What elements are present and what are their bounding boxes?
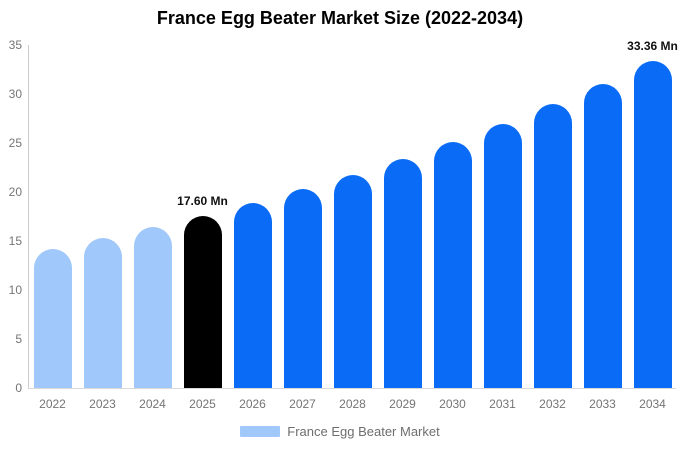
bar-2024 <box>133 227 172 388</box>
bar-value-label-2034: 33.36 Mn <box>627 39 678 54</box>
x-axis-label-2025: 2025 <box>189 397 216 411</box>
y-axis-tick-label: 5 <box>15 332 22 346</box>
x-axis-label-2033: 2033 <box>589 397 616 411</box>
bar-2027 <box>283 189 322 388</box>
y-axis-tick-label: 25 <box>8 136 22 150</box>
x-axis-label-2023: 2023 <box>89 397 116 411</box>
bar-2034 <box>633 61 672 388</box>
x-axis-label-2028: 2028 <box>339 397 366 411</box>
bar-2032 <box>533 104 572 388</box>
bar-2026 <box>233 202 272 388</box>
bar-2023 <box>83 238 122 388</box>
bar-2031 <box>483 123 522 388</box>
x-axis-label-2034: 2034 <box>639 397 666 411</box>
legend-swatch <box>240 426 281 437</box>
x-axis-line <box>28 388 676 389</box>
legend: France Egg Beater Market <box>0 424 680 439</box>
x-axis-label-2029: 2029 <box>389 397 416 411</box>
y-axis-tick-label: 10 <box>8 283 22 297</box>
y-axis-line <box>28 45 29 388</box>
legend-label: France Egg Beater Market <box>287 424 440 439</box>
x-axis-label-2022: 2022 <box>39 397 66 411</box>
bar-2022 <box>33 248 72 388</box>
bar-2029 <box>383 158 422 388</box>
y-axis-tick-label: 0 <box>15 381 22 395</box>
bar-value-label-2025: 17.60 Mn <box>177 193 228 208</box>
y-axis-tick-label: 15 <box>8 234 22 248</box>
bar-2028 <box>333 174 372 388</box>
y-axis-tick-label: 35 <box>8 38 22 52</box>
x-axis-label-2031: 2031 <box>489 397 516 411</box>
chart-title: France Egg Beater Market Size (2022-2034… <box>156 8 524 28</box>
y-axis-tick-label: 20 <box>8 185 22 199</box>
x-axis-label-2030: 2030 <box>439 397 466 411</box>
x-axis-label-2026: 2026 <box>239 397 266 411</box>
bar-2033 <box>583 83 622 388</box>
x-axis-label-2024: 2024 <box>139 397 166 411</box>
x-axis-label-2032: 2032 <box>539 397 566 411</box>
x-axis-label-2027: 2027 <box>289 397 316 411</box>
y-axis-tick-label: 30 <box>8 87 22 101</box>
bar-2025 <box>183 215 222 388</box>
bar-2030 <box>433 142 472 388</box>
